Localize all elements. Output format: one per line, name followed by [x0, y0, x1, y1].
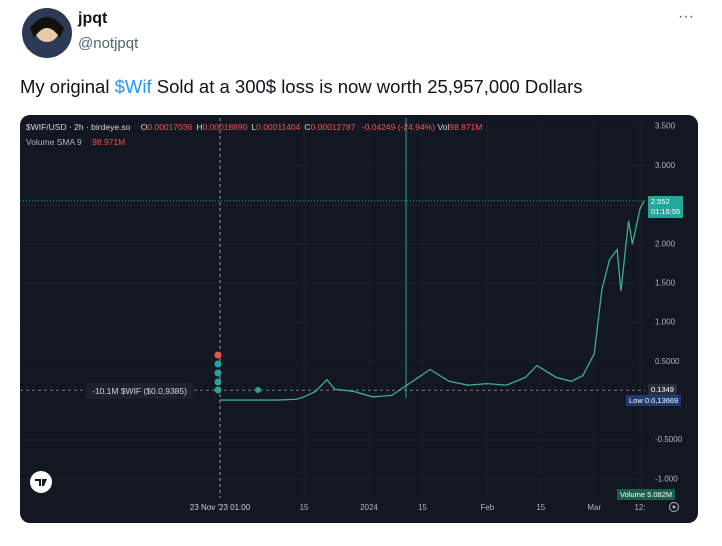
vol-key: Vol	[437, 122, 450, 132]
y-tick-label: -1.000	[655, 474, 678, 483]
y-tick-label: 2.000	[655, 239, 676, 248]
low-label: Low	[629, 396, 643, 405]
settings-icon[interactable]	[668, 501, 680, 513]
indicator-value: 98.971M	[92, 137, 126, 147]
ohlc-value: 0.00018890	[202, 122, 248, 132]
x-tick-label: Feb	[480, 503, 494, 512]
ohlc-key: H	[196, 122, 203, 132]
user-name[interactable]: jpqt	[78, 10, 108, 27]
x-tick-label: 12:	[634, 503, 645, 512]
y-tick-label: 3.000	[655, 161, 676, 170]
low-tag: Low 0.0,13669	[626, 395, 682, 406]
chart: 3.5003.0002.5002.0001.5001.0000.5000-0.5…	[20, 118, 683, 512]
chart-header: $WIF/USD · 2h · birdeye.so O0.00017036 H0…	[26, 122, 482, 132]
low-value: 0.0,13669	[644, 396, 679, 405]
x-tick-label: 15	[300, 503, 309, 512]
trade-marker	[214, 369, 222, 377]
cashtag[interactable]: $Wif	[114, 76, 152, 97]
text: Sold at a 300$ loss is now worth 25,957,…	[156, 76, 583, 97]
y-tick-label: 3.500	[655, 122, 676, 131]
x-tick-label: 23 Nov '23 01:00	[190, 503, 251, 512]
chart-title: $WIF/USD · 2h · birdeye.so	[26, 122, 131, 132]
indicator: Volume SMA 9 98.971M	[26, 137, 125, 147]
trade-marker	[214, 351, 222, 359]
ohlc-value: 0.00017036	[147, 122, 193, 132]
position-price: 0.1349	[648, 384, 677, 395]
vol-value: 98.971M	[449, 122, 483, 132]
volume-tag: Volume 5.082M	[617, 489, 676, 500]
x-tick-label: Mar	[587, 503, 601, 512]
trade-marker	[214, 360, 222, 368]
price-tag: 2.552 01:16:55	[648, 196, 684, 218]
text: My original	[20, 76, 110, 97]
ohlc-key: O	[140, 122, 148, 132]
x-tick-label: 2024	[360, 503, 378, 512]
position-note: -10.1M $WIF ($0.0,9385)	[86, 383, 193, 399]
trade-marker	[255, 387, 261, 393]
tweet-text: My original $Wif Sold at a 300$ loss is …	[20, 76, 583, 98]
more-button[interactable]: ···	[678, 8, 694, 25]
x-tick-label: 15	[418, 503, 427, 512]
user-handle[interactable]: @notjpqt	[78, 35, 139, 52]
tradingview-logo[interactable]	[30, 471, 52, 493]
ohlc-key: L	[251, 122, 257, 132]
x-tick-label: 15	[536, 503, 545, 512]
y-tick-label: 1.500	[655, 278, 676, 287]
ohlc-value: 0.00011404	[256, 122, 301, 132]
chart-image[interactable]: 3.5003.0002.5002.0001.5001.0000.5000-0.5…	[20, 115, 698, 523]
y-tick-label: 1.000	[655, 318, 676, 327]
price-line	[220, 200, 645, 401]
countdown: 01:16:55	[651, 207, 681, 216]
volume-label: Volume	[620, 490, 646, 499]
last-price: 2.552	[651, 197, 670, 206]
trade-marker	[214, 378, 222, 386]
y-tick-label: 0.5000	[655, 357, 680, 366]
volume-value: 5.082M	[647, 490, 673, 499]
ohlc-value: 0.00012787	[310, 122, 356, 132]
indicator-name: Volume SMA 9	[26, 137, 82, 147]
change: -0.04249 (-24.94%)	[361, 122, 436, 132]
avatar[interactable]	[22, 8, 72, 58]
ohlc-key: C	[304, 122, 311, 132]
trade-marker	[214, 386, 222, 394]
y-tick-label: -0.5000	[655, 435, 683, 444]
